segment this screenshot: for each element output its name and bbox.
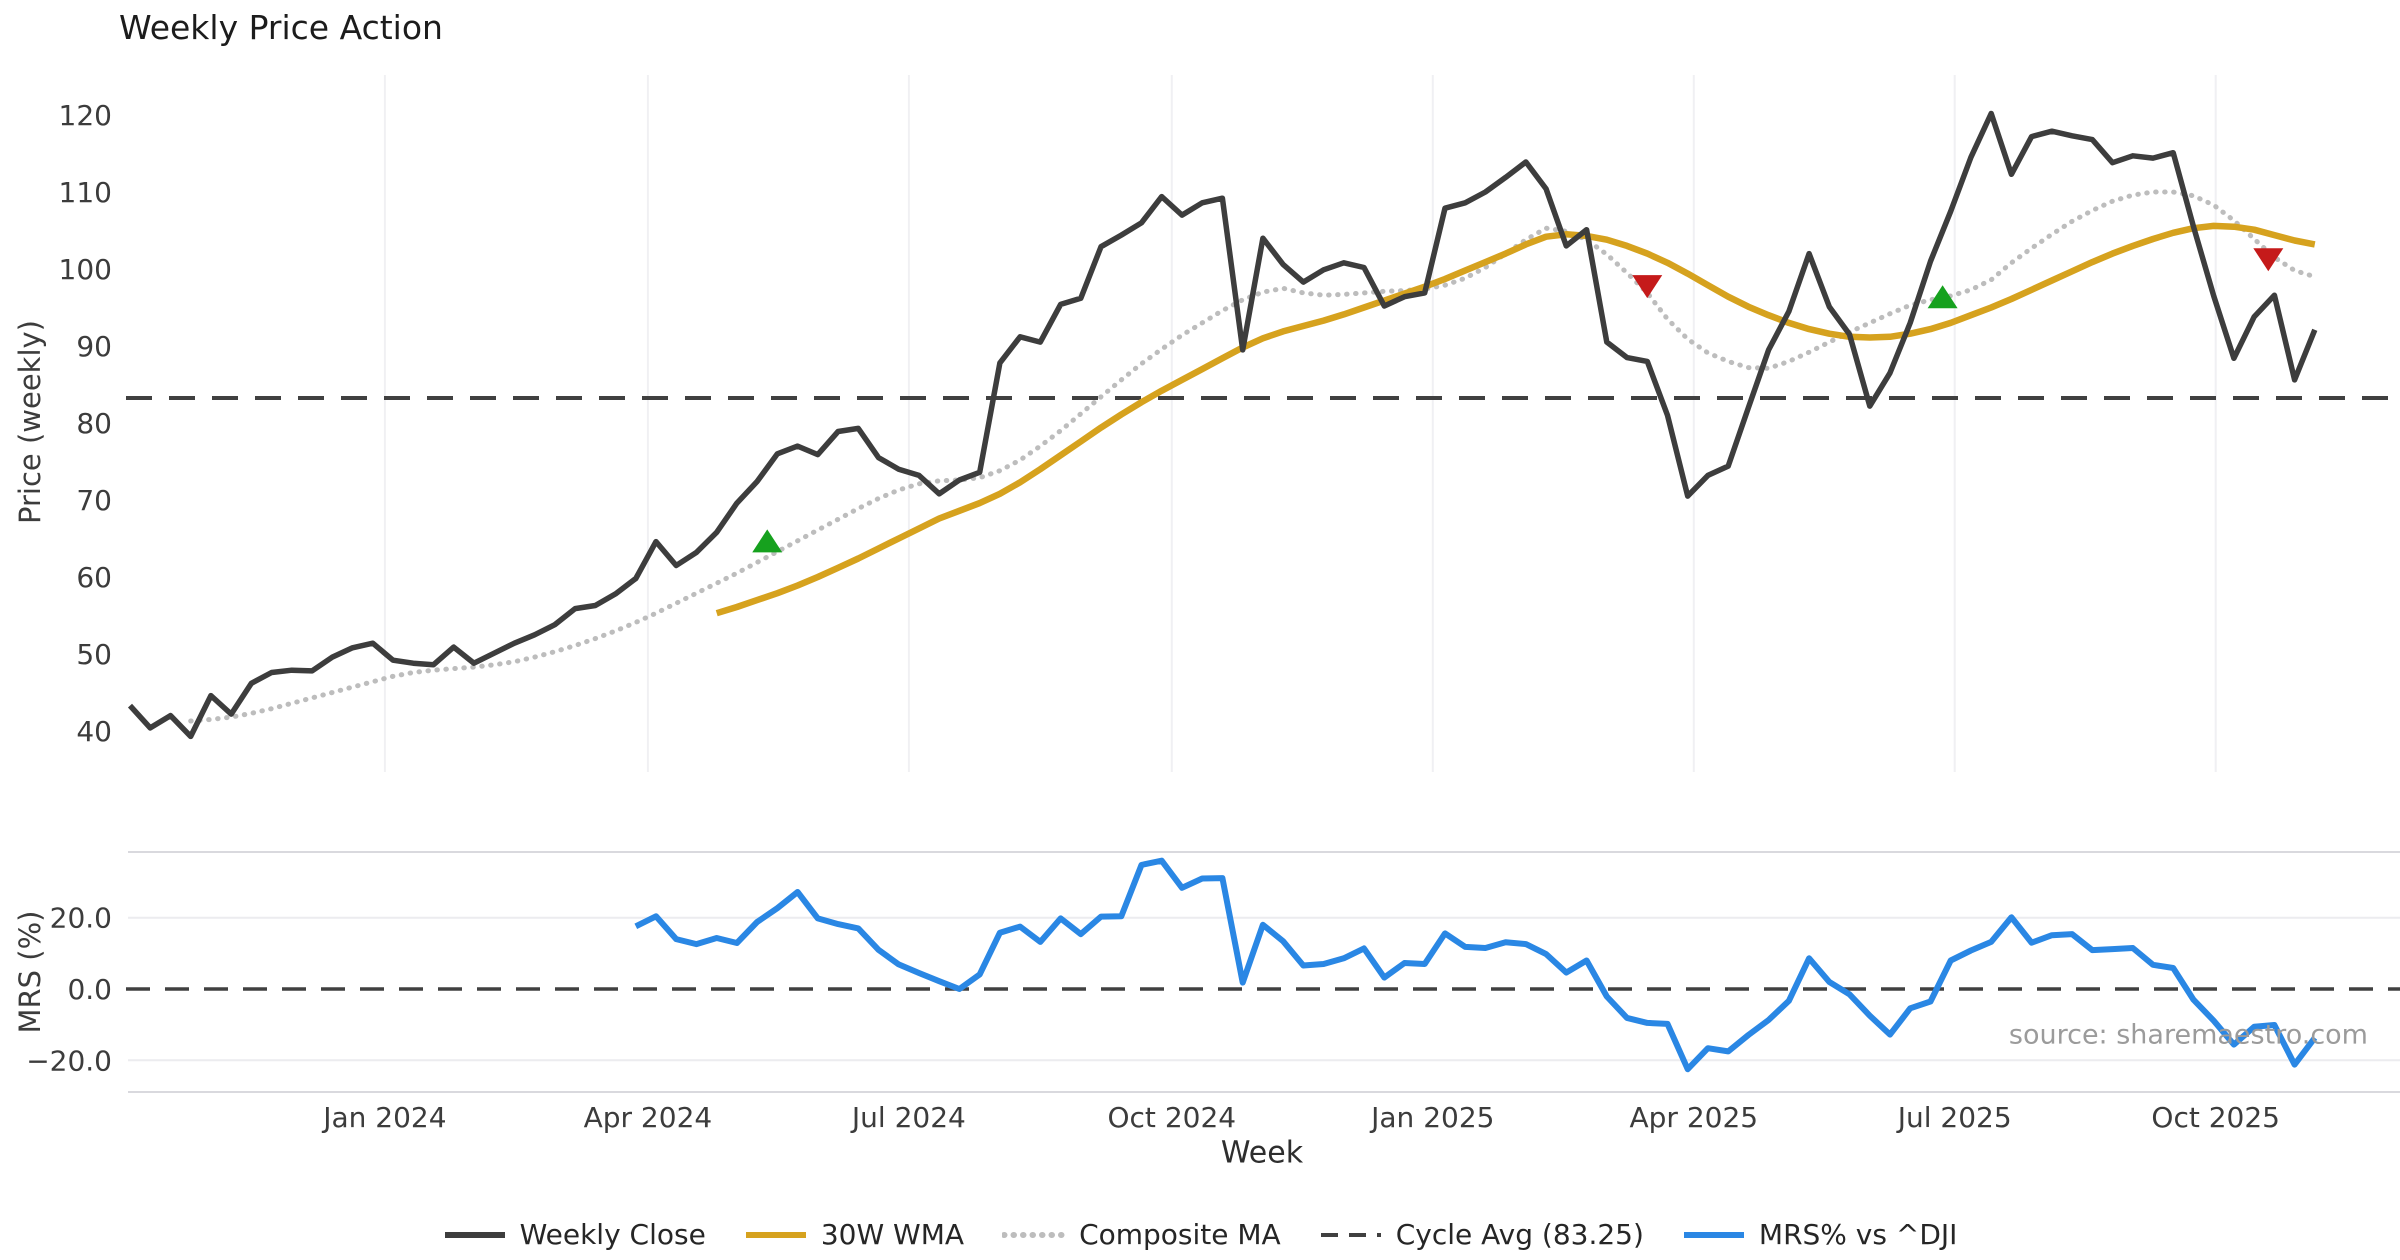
legend-item-composite-ma: Composite MA	[1002, 1218, 1281, 1251]
price-y-tick-label: 100	[59, 253, 112, 286]
buy-signal-marker	[1927, 285, 1958, 309]
page-title: Weekly Price Action	[119, 8, 443, 47]
sell-signal-marker	[2253, 248, 2284, 272]
mrs-y-tick-label: 0.0	[67, 973, 112, 1006]
x-tick-label: Oct 2024	[1108, 1101, 1237, 1134]
x-tick-label: Jul 2024	[850, 1101, 966, 1134]
sell-signal-marker	[1632, 275, 1663, 299]
legend-line-swatch	[1002, 1231, 1067, 1238]
series-composite-ma	[188, 189, 2318, 724]
legend-item-cycle-avg-83-25-: Cycle Avg (83.25)	[1319, 1218, 1644, 1251]
price-y-tick-label: 90	[76, 330, 112, 363]
legend-item-weekly-close: Weekly Close	[443, 1218, 706, 1251]
legend-label: Composite MA	[1079, 1218, 1281, 1251]
series-weekly-close	[127, 110, 2318, 740]
buy-signal-marker	[752, 529, 783, 553]
x-tick-label: Jan 2025	[1369, 1101, 1494, 1134]
x-tick-label: Apr 2025	[1629, 1101, 1758, 1134]
legend-line-swatch	[1320, 1232, 1381, 1237]
price-y-tick-label: 110	[59, 176, 112, 209]
source-watermark: source: sharemaestro.com	[2008, 1019, 2368, 1051]
price-y-tick-label: 120	[59, 99, 112, 132]
series-mrs-vs-dji	[634, 857, 2318, 1073]
price-y-tick-label: 50	[76, 638, 112, 671]
x-tick-label: Jul 2025	[1896, 1101, 2012, 1134]
legend-label: 30W WMA	[820, 1218, 965, 1251]
mrs-axis-label: MRS (%)	[13, 910, 47, 1034]
price-y-tick-label: 60	[76, 561, 112, 594]
legend-label: Weekly Close	[519, 1218, 706, 1251]
legend-label: MRS% vs ^DJI	[1758, 1218, 1958, 1251]
price-y-tick-label: 80	[76, 407, 112, 440]
x-tick-label: Apr 2024	[584, 1101, 713, 1134]
legend-line-swatch	[745, 1231, 806, 1238]
price-y-tick-label: 70	[76, 484, 112, 517]
x-tick-label: Jan 2024	[321, 1101, 446, 1134]
series-30w-wma	[715, 222, 2316, 617]
legend-line-swatch	[1683, 1231, 1744, 1238]
legend-item-30w-wma: 30W WMA	[744, 1218, 964, 1251]
price-axis-label: Price (weekly)	[13, 319, 47, 525]
mrs-y-tick-label: 20.0	[50, 902, 112, 935]
legend-item-mrs-vs-dji: MRS% vs ^DJI	[1682, 1218, 1958, 1251]
mrs-y-tick-label: −20.0	[26, 1044, 112, 1077]
x-tick-label: Oct 2025	[2151, 1101, 2280, 1134]
week-axis-label: Week	[1220, 1135, 1304, 1171]
legend-label: Cycle Avg (83.25)	[1395, 1218, 1644, 1251]
chart-legend: Weekly Close 30W WMA Composite MA Cycle Avg…	[0, 1218, 2400, 1251]
legend-line-swatch	[444, 1231, 505, 1238]
price-y-tick-label: 40	[76, 715, 112, 748]
